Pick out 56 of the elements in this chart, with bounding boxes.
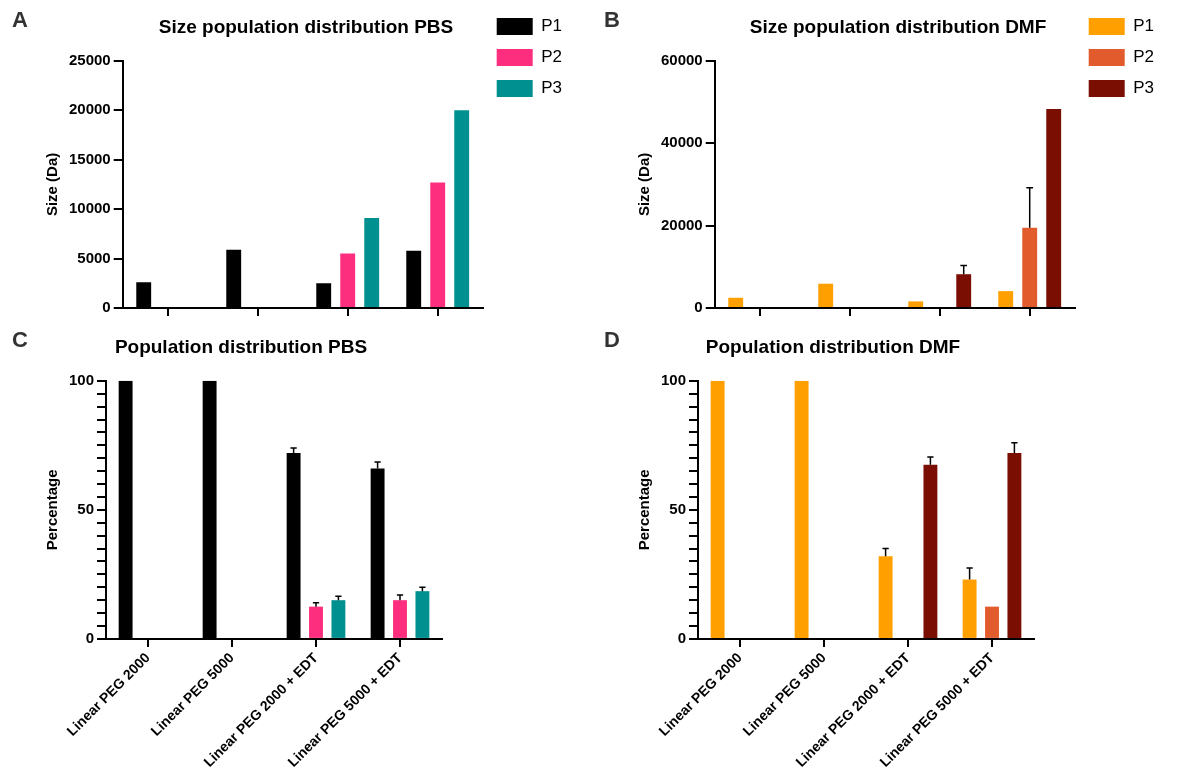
y-tick-label: 50: [669, 499, 687, 517]
y-tick-label: 25000: [68, 50, 111, 68]
legend-label: P1: [541, 16, 562, 36]
bar: [364, 218, 380, 307]
bar: [1046, 109, 1062, 307]
chart-title: Size population distribution DMF: [749, 15, 1047, 37]
y-tick-label: 0: [694, 298, 703, 316]
y-tick-label: 100: [661, 370, 687, 388]
text: B: [604, 7, 620, 33]
bar: [393, 600, 407, 638]
y-tick-label: 40000: [660, 133, 703, 151]
chart-title: Size population distribution PBS: [158, 15, 454, 37]
y-axis-title: Size (Da): [635, 152, 653, 217]
bar: [415, 591, 430, 638]
text: A: [12, 7, 28, 33]
bar: [818, 283, 834, 307]
y-tick-label: 50: [77, 499, 95, 517]
bar: [908, 301, 924, 307]
bar: [331, 600, 346, 638]
text: D: [604, 327, 620, 353]
legend-label: P3: [1133, 78, 1154, 98]
y-tick-label: 20000: [660, 215, 703, 233]
bar: [998, 291, 1014, 307]
y-axis-title: Percentage: [43, 469, 61, 551]
bar: [340, 253, 356, 307]
bar: [454, 110, 470, 307]
legend-label: P2: [1133, 47, 1154, 67]
legend-label: P2: [541, 47, 562, 67]
bar: [956, 274, 972, 307]
y-tick-label: 0: [85, 629, 95, 647]
y-axis-title: Size (Da): [43, 152, 61, 217]
bar: [923, 464, 938, 638]
legend-label: P3: [541, 78, 562, 98]
bar: [985, 606, 999, 638]
bar: [728, 297, 744, 307]
bar: [710, 380, 725, 638]
y-axis-title: Percentage: [635, 469, 653, 551]
legend-label: P1: [1133, 16, 1154, 36]
y-tick-label: 60000: [660, 50, 703, 68]
bar: [794, 380, 809, 638]
text: C: [12, 327, 28, 353]
bar: [1022, 227, 1038, 307]
bar: [309, 606, 323, 638]
y-tick-label: 10000: [68, 199, 111, 217]
y-tick-label: 0: [102, 298, 111, 316]
y-tick-label: 15000: [68, 149, 111, 167]
chart-title: Population distribution PBS: [114, 335, 368, 357]
y-tick-label: 20000: [68, 100, 111, 118]
bar: [1007, 453, 1022, 638]
bar: [878, 556, 893, 638]
bar: [430, 182, 446, 307]
y-tick-label: 5000: [77, 248, 111, 266]
chart-title: Population distribution DMF: [705, 335, 961, 357]
y-tick-label: 0: [677, 629, 687, 647]
y-tick-label: 100: [69, 370, 95, 388]
bar: [962, 579, 977, 638]
